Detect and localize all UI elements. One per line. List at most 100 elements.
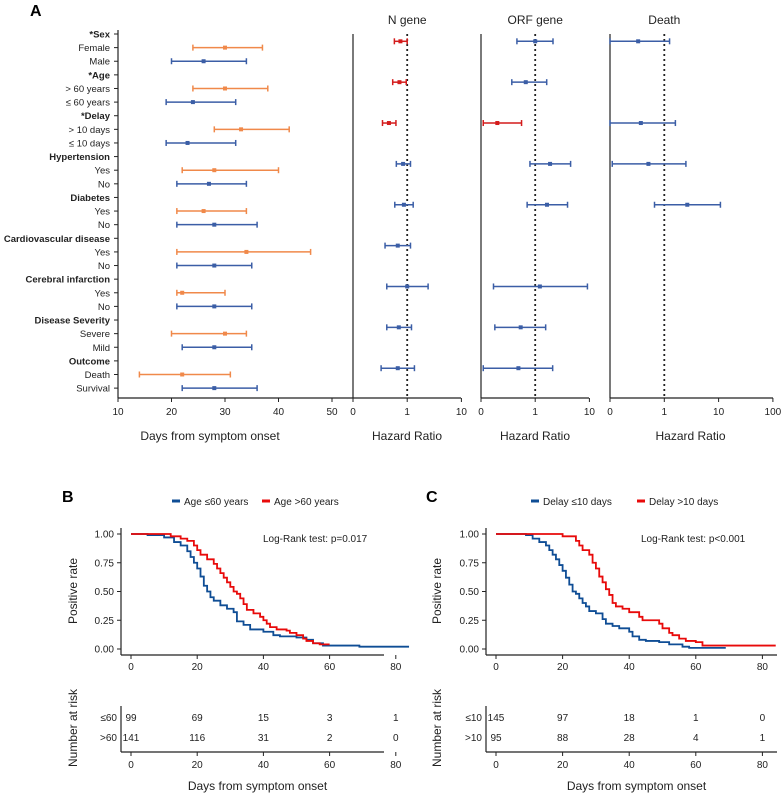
n_gene-hr-ci-estimate [395,243,400,248]
days-ci [181,167,280,174]
death-hr-ci [653,201,722,208]
risk-x-tick-label: 60 [690,760,702,771]
risk-count: 31 [258,733,270,744]
km-y-tick-label: 1.00 [95,530,115,541]
orf_gene-hr-ci-estimate [518,325,523,330]
group-header-label: *Delay [81,111,111,122]
days-ci-estimate [223,45,227,50]
risk-group-label: ≤60 [100,713,117,724]
orf_gene-tick-label: 1 [532,407,538,418]
risk-count: 145 [488,713,505,724]
legend-label: Delay >10 days [649,497,718,508]
km-curve->10 [496,533,776,647]
death-axis-title: Hazard Ratio [655,429,725,443]
subgroup-label: Yes [95,207,111,218]
panel-label-c: C [426,489,438,506]
risk-count: 1 [760,733,766,744]
days-tick-label: 30 [219,407,231,418]
risk-axis-title: Number at risk [430,688,444,767]
n_gene-hr-ci-estimate [397,80,402,85]
risk-group-label: >10 [465,733,482,744]
subgroup-label: ≤ 10 days [69,138,110,149]
orf_gene-title: ORF gene [508,13,564,27]
orf_gene-hr-ci [529,160,572,167]
n_gene-hr-ci [395,160,412,167]
risk-axis-title: Number at risk [66,688,80,767]
days-ci-estimate [212,168,217,173]
risk-x-tick-label: 80 [757,760,769,771]
risk-x-tick-label: 80 [390,760,402,771]
risk-x-tick-label: 0 [128,760,134,771]
km-y-axis-title: Positive rate [430,558,444,624]
days-ci-estimate [206,181,211,186]
risk-x-tick-label: 40 [258,760,270,771]
death-hr-ci-estimate [685,202,690,207]
legend-label: Delay ≤10 days [543,497,612,508]
risk-count: 4 [693,733,699,744]
log-rank-annotation: Log-Rank test: p<0.001 [641,534,746,545]
panel-label-a: A [30,3,42,20]
km-x-tick-label: 20 [557,662,569,673]
group-header-label: Disease Severity [34,316,110,327]
death-tick-label: 10 [713,407,725,418]
n_gene-hr-ci-estimate [395,366,400,371]
risk-count: 3 [327,713,333,724]
days-ci [181,385,258,392]
orf_gene-hr-ci-estimate [537,284,542,289]
days-ci-estimate [212,386,217,391]
death-hr-ci-estimate [638,121,643,126]
log-rank-annotation: Log-Rank test: p=0.017 [263,534,368,545]
days-ci [176,262,253,269]
days-tick-label: 10 [112,407,124,418]
days-ci [165,99,237,106]
group-header-label: *Sex [89,30,110,41]
subgroup-label: Death [85,370,110,381]
days-ci-estimate [239,127,244,132]
n_gene-hr-ci [384,242,412,249]
subgroup-label: No [98,261,110,272]
days-ci [176,289,226,296]
days-ci-estimate [212,263,217,268]
n_gene-hr-ci-estimate [398,39,403,44]
legend-label: Age >60 years [274,497,339,508]
days-tick-label: 50 [326,407,338,418]
days-ci [176,180,248,187]
km-x-tick-label: 60 [324,662,336,673]
group-header-label: Cerebral infarction [26,275,111,286]
subgroup-label: Yes [95,166,111,177]
days-tick-label: 20 [166,407,178,418]
orf_gene-axis-title: Hazard Ratio [500,429,570,443]
group-header-label: Outcome [69,356,110,367]
death-hr-ci [609,38,671,45]
n_gene-tick-label: 10 [456,407,468,418]
orf_gene-hr-ci-estimate [495,121,500,126]
days-ci-estimate [201,209,206,214]
km-curve-≤60 [131,533,410,648]
risk-count: 2 [327,733,333,744]
n_gene-tick-label: 0 [350,407,356,418]
risk-x-tick-label: 40 [624,760,636,771]
risk-count: 0 [760,713,766,724]
risk-x-tick-label: 20 [192,760,204,771]
days-ci-estimate [212,222,217,227]
days-ci-estimate [212,345,217,350]
n_gene-hr-ci-estimate [396,325,401,330]
risk-x-tick-label: 60 [324,760,336,771]
orf_gene-hr-ci [511,79,548,86]
death-tick-label: 1 [662,407,668,418]
days-ci [181,344,253,351]
risk-count: 116 [189,733,205,744]
subgroup-label: > 60 years [65,84,110,95]
risk-count: 97 [557,713,569,724]
km-y-tick-label: 0.50 [460,587,480,598]
km-x-tick-label: 40 [258,662,270,673]
days-ci [213,126,290,133]
risk-count: 18 [624,713,636,724]
legend-label: Age ≤60 years [184,497,248,508]
km-x-tick-label: 20 [192,662,204,673]
orf_gene-hr-ci-estimate [533,39,538,44]
risk-x-tick-label: 20 [557,760,569,771]
days-ci [192,85,269,92]
subgroup-label: Yes [95,247,111,258]
n_gene-hr-ci-estimate [405,284,410,289]
